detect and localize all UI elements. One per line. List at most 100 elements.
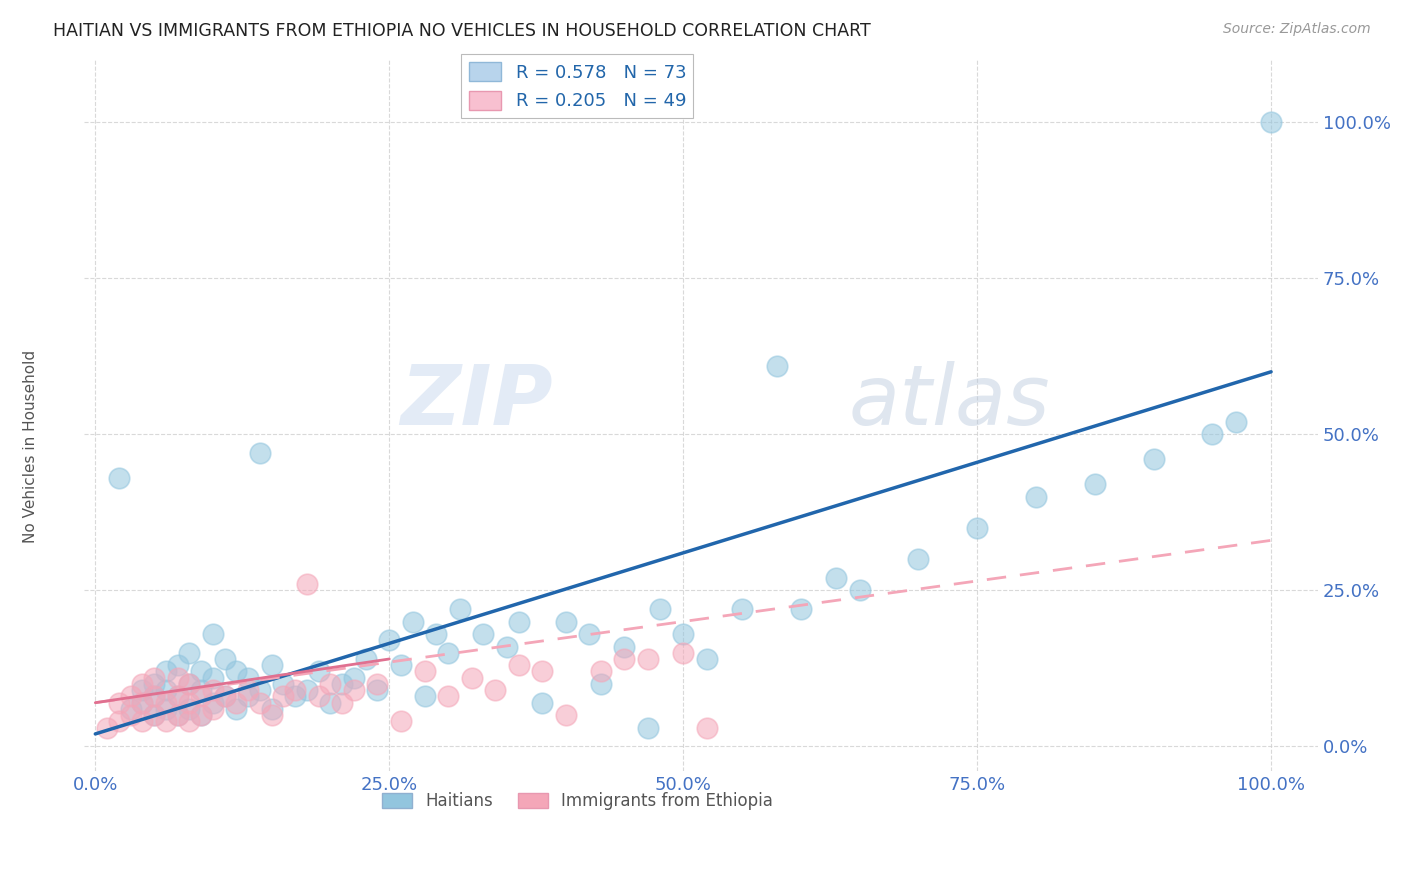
Point	[308, 690, 330, 704]
Text: ZIP: ZIP	[401, 360, 553, 442]
Point	[214, 652, 236, 666]
Point	[295, 683, 318, 698]
Point	[389, 658, 412, 673]
Point	[531, 696, 554, 710]
Point	[613, 640, 636, 654]
Point	[389, 714, 412, 729]
Point	[225, 702, 247, 716]
Point	[1201, 427, 1223, 442]
Point	[637, 721, 659, 735]
Point	[155, 702, 177, 716]
Point	[143, 677, 166, 691]
Point	[179, 677, 201, 691]
Point	[1142, 452, 1164, 467]
Point	[166, 690, 188, 704]
Point	[179, 646, 201, 660]
Point	[319, 696, 342, 710]
Point	[284, 683, 307, 698]
Point	[343, 683, 366, 698]
Point	[696, 652, 718, 666]
Point	[825, 571, 848, 585]
Point	[330, 696, 353, 710]
Point	[672, 627, 695, 641]
Point	[637, 652, 659, 666]
Point	[589, 665, 612, 679]
Point	[531, 665, 554, 679]
Point	[508, 615, 530, 629]
Point	[672, 646, 695, 660]
Point	[108, 714, 131, 729]
Point	[589, 677, 612, 691]
Point	[766, 359, 789, 373]
Point	[190, 708, 212, 723]
Point	[425, 627, 447, 641]
Text: atlas: atlas	[849, 360, 1050, 442]
Point	[366, 683, 388, 698]
Point	[848, 583, 870, 598]
Point	[554, 615, 576, 629]
Point	[366, 677, 388, 691]
Point	[155, 714, 177, 729]
Legend: Haitians, Immigrants from Ethiopia: Haitians, Immigrants from Ethiopia	[375, 785, 780, 816]
Point	[225, 696, 247, 710]
Point	[120, 708, 142, 723]
Point	[260, 702, 283, 716]
Text: Source: ZipAtlas.com: Source: ZipAtlas.com	[1223, 22, 1371, 37]
Point	[190, 690, 212, 704]
Point	[201, 696, 224, 710]
Point	[108, 471, 131, 485]
Point	[166, 690, 188, 704]
Point	[696, 721, 718, 735]
Point	[1025, 490, 1047, 504]
Point	[460, 671, 482, 685]
Point	[131, 696, 153, 710]
Point	[249, 696, 271, 710]
Point	[354, 652, 377, 666]
Point	[966, 521, 988, 535]
Point	[190, 708, 212, 723]
Point	[249, 683, 271, 698]
Point	[155, 696, 177, 710]
Point	[214, 690, 236, 704]
Point	[284, 690, 307, 704]
Text: HAITIAN VS IMMIGRANTS FROM ETHIOPIA NO VEHICLES IN HOUSEHOLD CORRELATION CHART: HAITIAN VS IMMIGRANTS FROM ETHIOPIA NO V…	[53, 22, 872, 40]
Point	[238, 683, 260, 698]
Point	[1260, 115, 1282, 129]
Point	[330, 677, 353, 691]
Point	[578, 627, 600, 641]
Point	[1084, 477, 1107, 491]
Point	[201, 671, 224, 685]
Point	[508, 658, 530, 673]
Point	[260, 658, 283, 673]
Point	[190, 683, 212, 698]
Point	[413, 665, 436, 679]
Point	[554, 708, 576, 723]
Point	[179, 714, 201, 729]
Point	[166, 708, 188, 723]
Point	[155, 665, 177, 679]
Point	[238, 671, 260, 685]
Point	[413, 690, 436, 704]
Point	[273, 677, 295, 691]
Point	[143, 708, 166, 723]
Point	[143, 690, 166, 704]
Point	[143, 671, 166, 685]
Point	[201, 683, 224, 698]
Point	[225, 665, 247, 679]
Point	[249, 446, 271, 460]
Point	[131, 696, 153, 710]
Point	[437, 646, 460, 660]
Point	[214, 690, 236, 704]
Point	[155, 683, 177, 698]
Point	[179, 696, 201, 710]
Point	[1225, 415, 1247, 429]
Point	[472, 627, 495, 641]
Point	[308, 665, 330, 679]
Point	[731, 602, 754, 616]
Point	[108, 696, 131, 710]
Point	[201, 702, 224, 716]
Point	[437, 690, 460, 704]
Point	[260, 708, 283, 723]
Point	[449, 602, 471, 616]
Point	[319, 677, 342, 691]
